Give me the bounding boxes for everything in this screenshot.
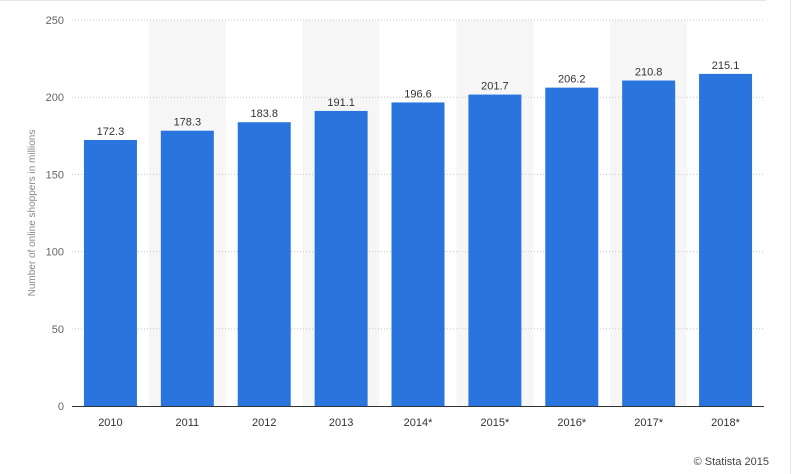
x-tick-label: 2016*: [557, 417, 586, 429]
bar-value-label: 183.8: [250, 108, 278, 120]
bar-value-label: 210.8: [635, 67, 663, 79]
bar-2016*: [545, 87, 599, 406]
y-axis-ticks: 0 50 100 150 200 250: [46, 15, 64, 413]
bar-value-label: 191.1: [327, 97, 355, 109]
x-tick-label: 2013: [329, 417, 353, 429]
bar-value-labels: 172.3 178.3 183.8 191.1 196.6 201.7 206.2 210.8…: [97, 60, 740, 138]
bar-value-label: 196.6: [404, 88, 432, 100]
y-tick-label: 0: [58, 401, 64, 413]
bar-2011: [160, 130, 214, 406]
x-tick-label: 2014*: [404, 417, 433, 429]
right-border: [790, 0, 791, 474]
x-axis-ticks: 2010 2011 2012 2013 2014* 2015* 2016* 2017* 2018…: [98, 417, 740, 429]
x-tick-label: 2017*: [634, 417, 663, 429]
x-tick-label: 2012: [252, 417, 276, 429]
bar-2013: [314, 110, 368, 407]
bars: [83, 73, 753, 407]
bar-value-label: 201.7: [481, 81, 509, 93]
top-border: [0, 0, 766, 1]
y-tick-label: 150: [46, 169, 64, 181]
y-tick-label: 50: [52, 324, 64, 336]
y-tick-label: 250: [46, 15, 64, 27]
bar-value-label: 178.3: [174, 117, 202, 129]
bar-2014*: [391, 102, 445, 407]
bar-value-label: 172.3: [97, 126, 125, 138]
bar-value-label: 206.2: [558, 74, 586, 86]
bar-2012: [237, 122, 291, 406]
source-credit: © Statista 2015: [693, 456, 769, 468]
x-tick-label: 2011: [176, 417, 200, 429]
y-tick-label: 200: [46, 92, 64, 104]
x-tick-label: 2015*: [481, 417, 510, 429]
bar-2018*: [699, 73, 753, 407]
bar-2010: [83, 139, 137, 406]
bar-2017*: [622, 80, 676, 406]
y-axis-title: Number of online shoppers in millions: [27, 130, 38, 297]
bar-value-label: 215.1: [712, 60, 740, 72]
x-tick-label: 2018*: [711, 417, 740, 429]
bar-2015*: [468, 94, 522, 407]
y-tick-label: 100: [46, 247, 64, 259]
x-tick-label: 2010: [98, 417, 122, 429]
